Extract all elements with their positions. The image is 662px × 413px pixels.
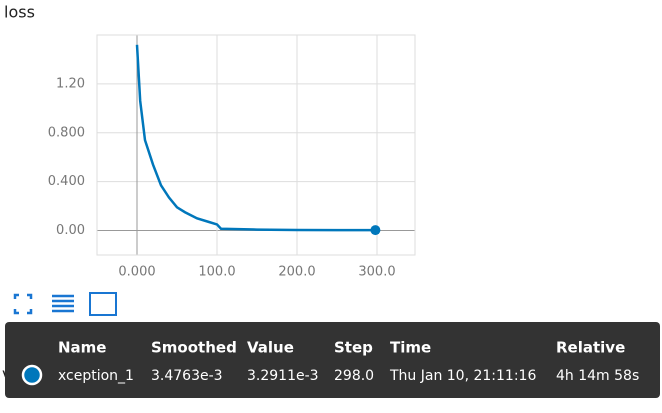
tooltip-header: Relative [556,339,625,357]
tooltip-header: Name [58,339,106,357]
tooltip-cell: 3.4763e-3 [151,368,223,384]
hover-point [370,225,381,236]
run-swatch [21,364,43,386]
tooltip-bg [5,322,660,398]
x-tick-label: 0.000 [118,265,155,280]
y-tick-label: 0.800 [48,125,85,140]
x-tick-label: 300.0 [358,265,395,280]
fit-domain-icon[interactable] [89,292,117,316]
tooltip-cell: Thu Jan 10, 21:11:16 [389,368,536,384]
toolbar [13,292,117,316]
loss-line [135,44,376,232]
fullscreen-icon[interactable] [13,293,33,315]
tooltip-cell: 298.0 [334,368,374,384]
tooltip-cell: 4h 14m 58s [556,368,639,384]
y-tick-label: 0.400 [48,174,85,189]
tooltip-header: Time [390,339,431,357]
x-tick-label: 100.0 [198,265,235,280]
plot-frame [96,34,416,256]
tooltip-header: Smoothed [151,339,237,357]
log-scale-icon[interactable] [52,294,74,313]
plot: 0.00 0.400 0.800 1.20 0.000 100.0 200.0 300.0 [48,34,416,280]
tooltip-cell: xception_1 [58,368,134,384]
tooltip-header: Value [247,339,294,357]
y-tick-label: 0.00 [56,223,85,238]
tooltip-cell: 3.2911e-3 [247,368,319,384]
tooltip-header: Step [334,339,373,357]
x-tick-label: 200.0 [278,265,315,280]
tooltip: Name xception_1 Smoothed 3.4763e-3 Value 3.29… [5,322,660,398]
y-tick-label: 1.20 [56,76,85,91]
card-title: loss [4,3,35,22]
